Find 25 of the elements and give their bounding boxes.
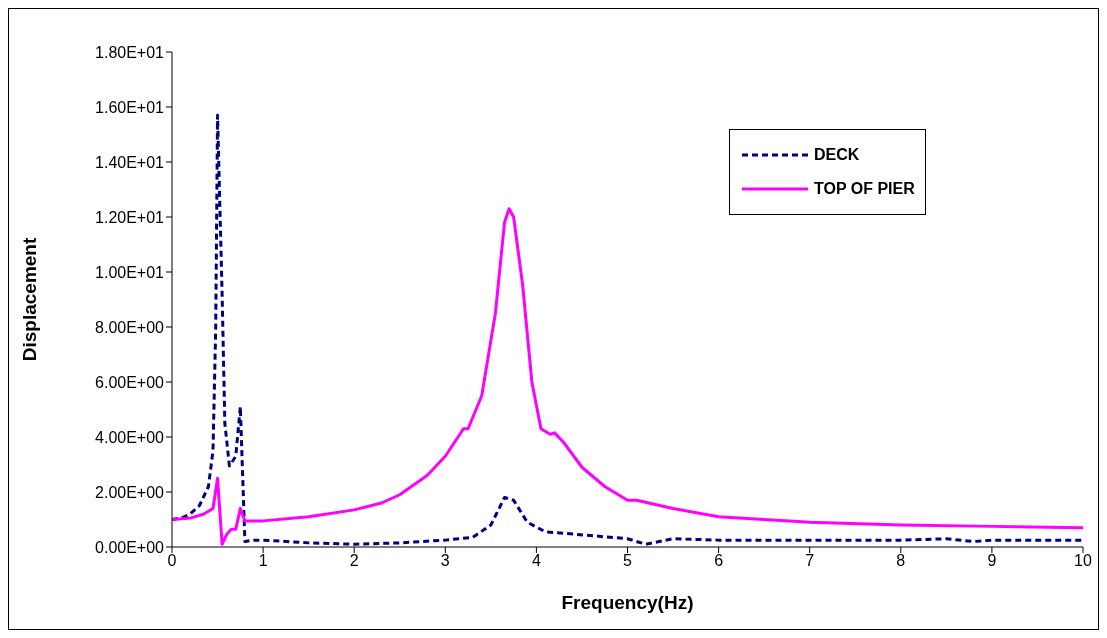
x-tick-label: 4 [531,552,541,570]
x-tick-label: 7 [805,552,815,570]
legend-label: TOP OF PIER [814,180,915,198]
x-tick-label: 8 [896,552,906,570]
x-tick-label: 3 [440,552,450,570]
y-tick-label: 6.00E+00 [95,373,165,391]
y-axis-title: Displacement [18,237,40,362]
y-tick-label: 4.00E+00 [95,428,165,446]
x-tick-label: 6 [714,552,724,570]
x-tick-label: 2 [349,552,359,570]
y-tick-label: 1.00E+01 [95,263,165,281]
legend-label: DECK [814,146,860,164]
y-tick-label: 1.40E+01 [95,153,165,171]
y-tick-label: 1.20E+01 [95,208,165,226]
x-tick-label: 0 [167,552,177,570]
x-tick-label: 1 [258,552,268,570]
y-tick-label: 1.80E+01 [95,43,165,61]
x-tick-label: 9 [987,552,997,570]
x-tick-label: 5 [623,552,633,570]
y-tick-label: 1.60E+01 [95,98,165,116]
x-axis-title: Frequency(Hz) [561,592,694,613]
y-tick-label: 0.00E+00 [95,538,165,556]
y-tick-label: 8.00E+00 [95,318,165,336]
x-tick-label: 10 [1074,552,1092,570]
y-tick-label: 2.00E+00 [95,483,165,501]
